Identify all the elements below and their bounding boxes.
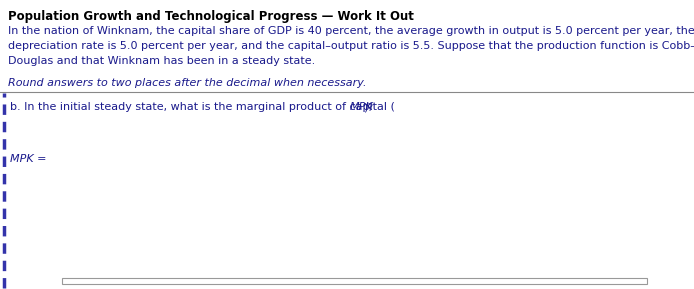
Text: )?: )? xyxy=(364,102,373,112)
Text: b. In the initial steady state, what is the marginal product of capital (: b. In the initial steady state, what is … xyxy=(10,102,395,112)
Text: Douglas and that Winknam has been in a steady state.: Douglas and that Winknam has been in a s… xyxy=(8,55,315,66)
FancyBboxPatch shape xyxy=(62,278,647,284)
Text: depreciation rate is 5.0 percent per year, and the capital–output ratio is 5.5. : depreciation rate is 5.0 percent per yea… xyxy=(8,41,694,51)
Text: In the nation of Winknam, the capital share of GDP is 40 percent, the average gr: In the nation of Winknam, the capital sh… xyxy=(8,26,694,36)
Text: MPK: MPK xyxy=(350,102,373,112)
Text: Population Growth and Technological Progress — Work It Out: Population Growth and Technological Prog… xyxy=(8,10,414,23)
Text: Round answers to two places after the decimal when necessary.: Round answers to two places after the de… xyxy=(8,78,366,88)
Text: MPK =: MPK = xyxy=(10,154,46,164)
